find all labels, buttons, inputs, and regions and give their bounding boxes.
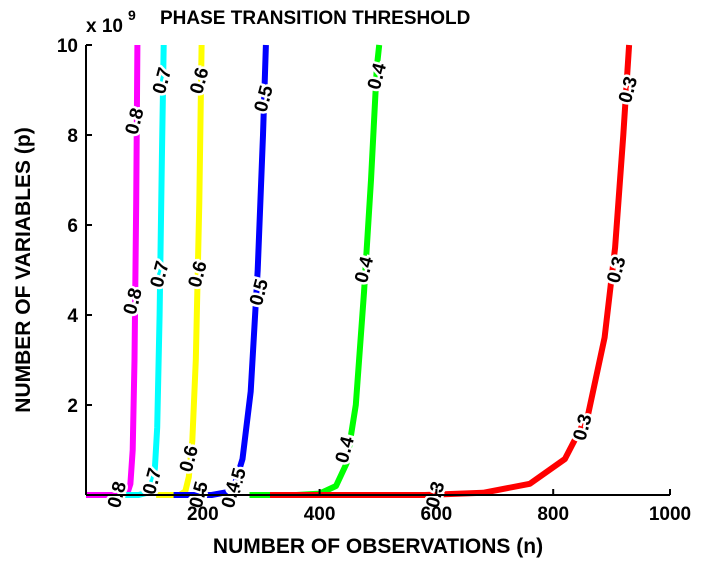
curve-label-0-5-2: 0.5 xyxy=(246,276,273,307)
y-axis-title: NUMBER OF VARIABLES (p) xyxy=(12,127,35,412)
curve-label-0-5-3: 0.5 xyxy=(251,83,278,114)
x-tick-label-1000: 1000 xyxy=(649,504,691,525)
y-multiplier-exponent: 9 xyxy=(128,7,136,23)
curve-label-0-8-2: 0.8 xyxy=(122,106,149,137)
y-tick-label-2: 2 xyxy=(67,396,78,417)
series-line-0-5 xyxy=(173,44,269,498)
x-tick-label-800: 800 xyxy=(537,504,569,525)
curve-label-0-4-2: 0.4 xyxy=(351,254,378,285)
curve-label-0-6-0: 0.6 xyxy=(176,443,203,474)
y-tick-label-6: 6 xyxy=(67,216,78,237)
axes-layer xyxy=(85,45,670,496)
x-axis-title: NUMBER OF OBSERVATIONS (n) xyxy=(213,535,543,558)
chart-title: PHASE TRANSITION THRESHOLD xyxy=(160,8,470,29)
y-multiplier-label: x 10 xyxy=(86,16,123,37)
y-tick-label-4: 4 xyxy=(67,306,78,327)
curve-label-0-4-1: 0.4 xyxy=(332,434,359,465)
curve-label-0-8-1: 0.8 xyxy=(120,286,147,317)
curve-label-0-4-3: 0.4 xyxy=(364,60,391,91)
curve-label-0-3-3: 0.3 xyxy=(615,74,642,105)
curve-label-0-6-1: 0.6 xyxy=(185,259,212,290)
curve-label-0-7-1: 0.7 xyxy=(147,259,174,290)
series-line-0-3 xyxy=(270,44,633,498)
curve-label-0-3-2: 0.3 xyxy=(603,254,630,285)
y-tick-label-8: 8 xyxy=(67,126,78,147)
curve-label-0-3-1: 0.3 xyxy=(570,412,597,443)
x-tick-label-600: 600 xyxy=(421,504,453,525)
curve-label-0-7-2: 0.7 xyxy=(149,65,176,96)
x-tick-label-200: 200 xyxy=(187,504,219,525)
y-ticks-layer: 2 4 6 8 10 xyxy=(57,36,92,417)
curve-label-0-6-2: 0.6 xyxy=(186,65,213,96)
x-ticks-layer: 200 400 600 800 1000 xyxy=(187,489,691,525)
x-tick-label-400: 400 xyxy=(304,504,336,525)
y-tick-label-10: 10 xyxy=(57,36,78,57)
